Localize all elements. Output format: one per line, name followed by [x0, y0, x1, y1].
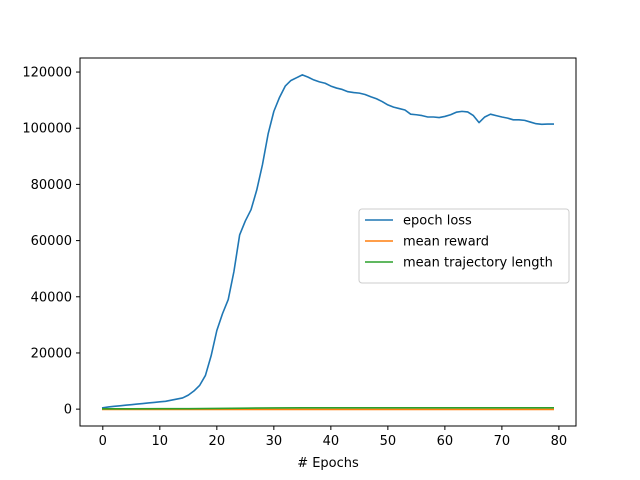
x-tick-label-2: 20	[209, 434, 226, 449]
y-tick-label-5: 100000	[22, 122, 72, 137]
y-axis: 0 20000 40000 60000 80000 100000 120000	[22, 66, 80, 418]
y-tick-label-6: 120000	[22, 66, 72, 81]
series-layer	[101, 74, 555, 411]
x-tick-label-6: 60	[437, 434, 454, 449]
x-tick-label-0: 0	[99, 434, 107, 449]
legend-box	[358, 208, 570, 284]
legend-label-0: epoch loss	[403, 214, 472, 229]
series-line-2	[101, 406, 555, 410]
legend-label-2: mean trajectory length	[403, 256, 553, 271]
legend: epoch loss mean reward mean trajectory len…	[358, 208, 570, 284]
y-tick-label-4: 80000	[31, 178, 72, 193]
series-line-0	[101, 74, 555, 409]
x-tick-label-4: 40	[323, 434, 340, 449]
y-tick-label-1: 20000	[31, 346, 72, 361]
x-tick-label-1: 10	[152, 434, 169, 449]
plot-frame	[79, 57, 577, 427]
x-tick-label-7: 70	[494, 434, 511, 449]
y-tick-label-3: 60000	[31, 234, 72, 249]
y-tick-label-0: 0	[64, 403, 72, 418]
x-axis: 0 10 20 30 40 50 60 70 80	[99, 426, 568, 449]
x-axis-title: # Epochs	[297, 456, 359, 471]
x-tick-label-3: 30	[266, 434, 283, 449]
legend-label-1: mean reward	[403, 235, 489, 250]
x-tick-label-8: 80	[551, 434, 568, 449]
y-tick-label-2: 40000	[31, 290, 72, 305]
x-tick-label-5: 50	[380, 434, 397, 449]
